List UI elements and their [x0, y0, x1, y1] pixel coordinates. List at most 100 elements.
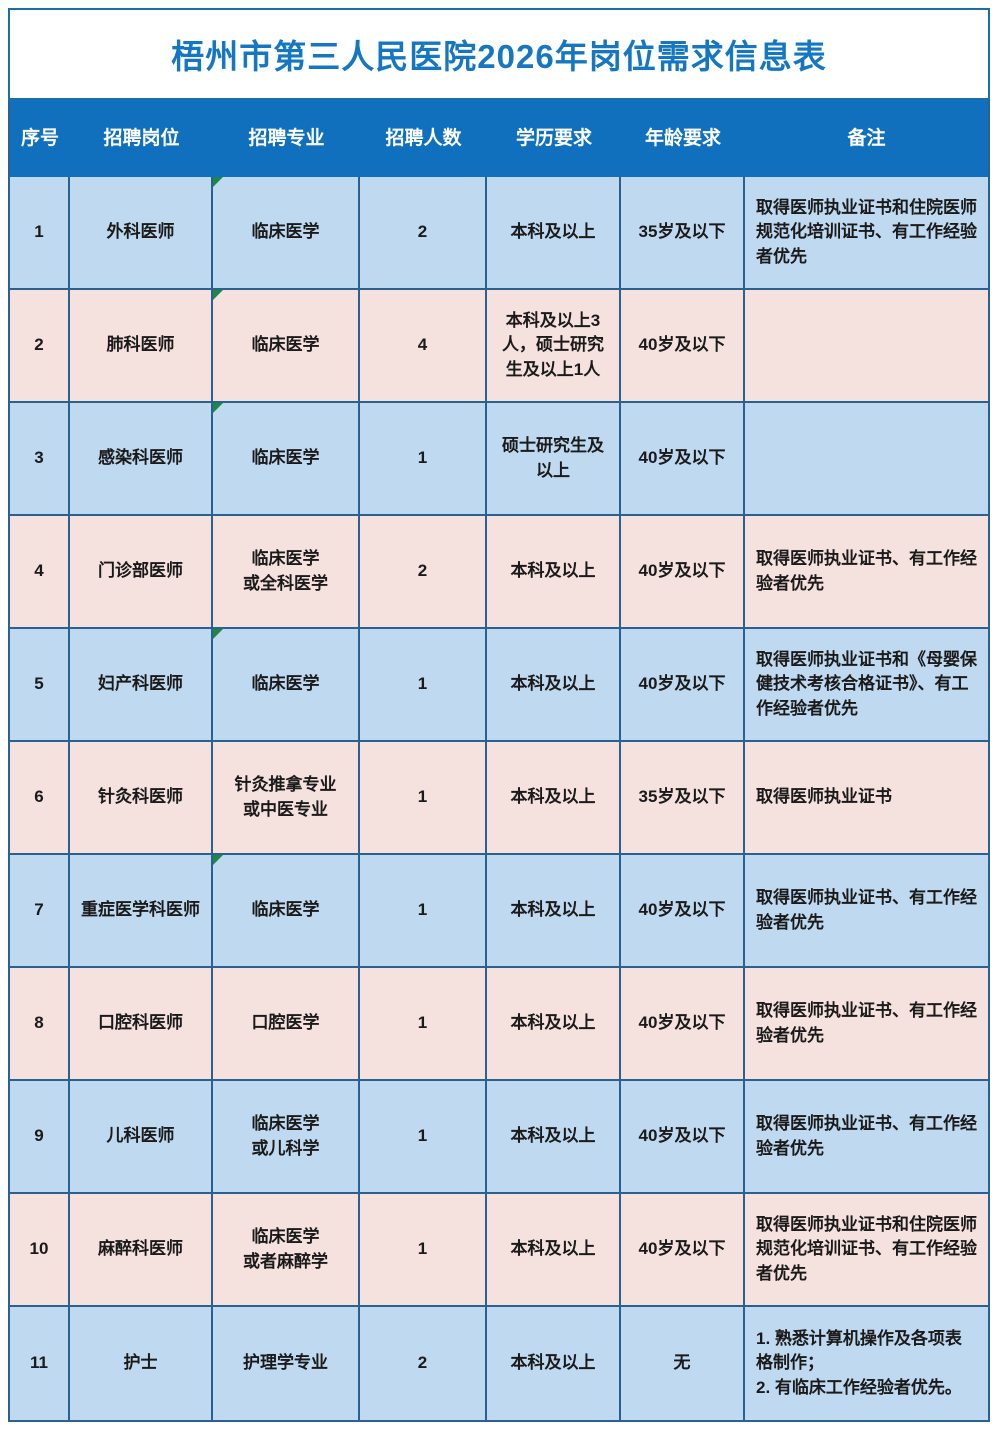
- cell-no: 6: [10, 742, 70, 855]
- cell-position: 门诊部医师: [70, 516, 213, 629]
- cell-remark: 取得医师执业证书和住院医师规范化培训证书、有工作经验者优先: [745, 1194, 988, 1307]
- cell-major-text: 临床医学 或者麻醉学: [243, 1226, 328, 1271]
- cell-count: 1: [360, 742, 487, 855]
- cell-education: 本科及以上: [487, 855, 621, 968]
- cell-education: 本科及以上: [487, 1307, 621, 1420]
- cell-count: 2: [360, 177, 487, 290]
- cell-no: 4: [10, 516, 70, 629]
- title-box: 梧州市第三人民医院2026年岗位需求信息表: [8, 8, 990, 100]
- cell-corner-flag-icon: [213, 177, 223, 187]
- cell-count: 2: [360, 1307, 487, 1420]
- table-row: 10 麻醉科医师 临床医学 或者麻醉学 1 本科及以上 40岁及以下 取得医师执…: [10, 1194, 988, 1307]
- table-row: 7 重症医学科医师 临床医学 1 本科及以上 40岁及以下 取得医师执业证书、有…: [10, 855, 988, 968]
- cell-major-text: 口腔医学: [251, 1013, 320, 1033]
- cell-major-text: 临床医学: [251, 335, 320, 355]
- cell-count: 1: [360, 855, 487, 968]
- cell-position: 妇产科医师: [70, 629, 213, 742]
- table-body: 1 外科医师 临床医学 2 本科及以上 35岁及以下 取得医师执业证书和住院医师…: [10, 177, 988, 1420]
- header-cell-count: 招聘人数: [385, 127, 462, 149]
- cell-position: 重症医学科医师: [70, 855, 213, 968]
- cell-count: 1: [360, 968, 487, 1081]
- cell-major-text: 临床医学: [251, 448, 320, 468]
- cell-count: 1: [360, 629, 487, 742]
- cell-education: 本科及以上: [487, 516, 621, 629]
- cell-remark: [745, 290, 988, 403]
- cell-age: 40岁及以下: [621, 1194, 745, 1307]
- cell-position: 肺科医师: [70, 290, 213, 403]
- cell-major-text: 针灸推拿专业 或中医专业: [234, 774, 337, 819]
- cell-position: 口腔科医师: [70, 968, 213, 1081]
- cell-education: 本科及以上: [487, 968, 621, 1081]
- cell-no: 8: [10, 968, 70, 1081]
- cell-age: 无: [621, 1307, 745, 1420]
- cell-major: 临床医学 或者麻醉学: [213, 1194, 360, 1307]
- cell-education: 硕士研究生及 以上: [487, 403, 621, 516]
- cell-education: 本科及以上: [487, 177, 621, 290]
- cell-no: 9: [10, 1081, 70, 1194]
- cell-no: 7: [10, 855, 70, 968]
- cell-education: 本科及以上: [487, 1081, 621, 1194]
- header-cell-education: 学历要求: [515, 127, 592, 149]
- cell-major: 临床医学: [213, 290, 360, 403]
- cell-major: 护理学专业: [213, 1307, 360, 1420]
- cell-no: 2: [10, 290, 70, 403]
- recruitment-table: 序号 招聘岗位 招聘专业 招聘人数 学历要求 年龄要求 备注 1 外科医师 临床…: [8, 100, 990, 1422]
- cell-age: 40岁及以下: [621, 1081, 745, 1194]
- cell-major: 临床医学: [213, 629, 360, 742]
- table-row: 11 护士 护理学专业 2 本科及以上 无 1. 熟悉计算机操作及各项表格制作；…: [10, 1307, 988, 1420]
- cell-age: 40岁及以下: [621, 290, 745, 403]
- cell-corner-flag-icon: [213, 629, 223, 639]
- cell-major-text: 临床医学: [251, 222, 320, 242]
- cell-education: 本科及以上: [487, 742, 621, 855]
- cell-major-text: 临床医学 或全科医学: [243, 548, 328, 593]
- cell-age: 40岁及以下: [621, 855, 745, 968]
- cell-position: 麻醉科医师: [70, 1194, 213, 1307]
- cell-remark: 取得医师执业证书、有工作经验者优先: [745, 968, 988, 1081]
- cell-no: 1: [10, 177, 70, 290]
- table-row: 8 口腔科医师 口腔医学 1 本科及以上 40岁及以下 取得医师执业证书、有工作…: [10, 968, 988, 1081]
- cell-remark: 取得医师执业证书和《母婴保健技术考核合格证书》、有工作经验者优先: [745, 629, 988, 742]
- cell-age: 40岁及以下: [621, 968, 745, 1081]
- table-row: 4 门诊部医师 临床医学 或全科医学 2 本科及以上 40岁及以下 取得医师执业…: [10, 516, 988, 629]
- recruitment-sheet: 梧州市第三人民医院2026年岗位需求信息表 序号 招聘岗位 招聘专业 招聘人数 …: [8, 8, 990, 1422]
- table-row: 5 妇产科医师 临床医学 1 本科及以上 40岁及以下 取得医师执业证书和《母婴…: [10, 629, 988, 742]
- cell-count: 2: [360, 516, 487, 629]
- header-cell-major: 招聘专业: [248, 127, 325, 149]
- cell-major: 临床医学: [213, 855, 360, 968]
- cell-remark: 取得医师执业证书、有工作经验者优先: [745, 855, 988, 968]
- table-header-row: 序号 招聘岗位 招聘专业 招聘人数 学历要求 年龄要求 备注: [10, 100, 988, 177]
- cell-age: 40岁及以下: [621, 629, 745, 742]
- cell-no: 11: [10, 1307, 70, 1420]
- cell-age: 35岁及以下: [621, 177, 745, 290]
- header-cell-age: 年龄要求: [644, 127, 721, 149]
- cell-remark: 取得医师执业证书和住院医师规范化培训证书、有工作经验者优先: [745, 177, 988, 290]
- cell-remark: 取得医师执业证书、有工作经验者优先: [745, 516, 988, 629]
- cell-age: 40岁及以下: [621, 403, 745, 516]
- cell-count: 1: [360, 403, 487, 516]
- cell-major: 临床医学: [213, 403, 360, 516]
- cell-education: 本科及以上3人，硕士研究生及以上1人: [487, 290, 621, 403]
- cell-education: 本科及以上: [487, 1194, 621, 1307]
- cell-position: 感染科医师: [70, 403, 213, 516]
- cell-major: 针灸推拿专业 或中医专业: [213, 742, 360, 855]
- cell-major-text: 临床医学: [251, 900, 320, 920]
- cell-major: 临床医学: [213, 177, 360, 290]
- cell-position: 护士: [70, 1307, 213, 1420]
- cell-remark: 取得医师执业证书: [745, 742, 988, 855]
- cell-remark: 1. 熟悉计算机操作及各项表格制作； 2. 有临床工作经验者优先。: [745, 1307, 988, 1420]
- header-cell-remark: 备注: [847, 127, 886, 149]
- cell-major: 口腔医学: [213, 968, 360, 1081]
- cell-position: 外科医师: [70, 177, 213, 290]
- cell-no: 10: [10, 1194, 70, 1307]
- cell-corner-flag-icon: [213, 403, 223, 413]
- table-row: 3 感染科医师 临床医学 1 硕士研究生及 以上 40岁及以下: [10, 403, 988, 516]
- cell-position: 儿科医师: [70, 1081, 213, 1194]
- cell-count: 4: [360, 290, 487, 403]
- cell-remark: 取得医师执业证书、有工作经验者优先: [745, 1081, 988, 1194]
- cell-position: 针灸科医师: [70, 742, 213, 855]
- cell-major: 临床医学 或儿科学: [213, 1081, 360, 1194]
- cell-major-text: 临床医学: [251, 674, 320, 694]
- cell-corner-flag-icon: [213, 290, 223, 300]
- cell-age: 40岁及以下: [621, 516, 745, 629]
